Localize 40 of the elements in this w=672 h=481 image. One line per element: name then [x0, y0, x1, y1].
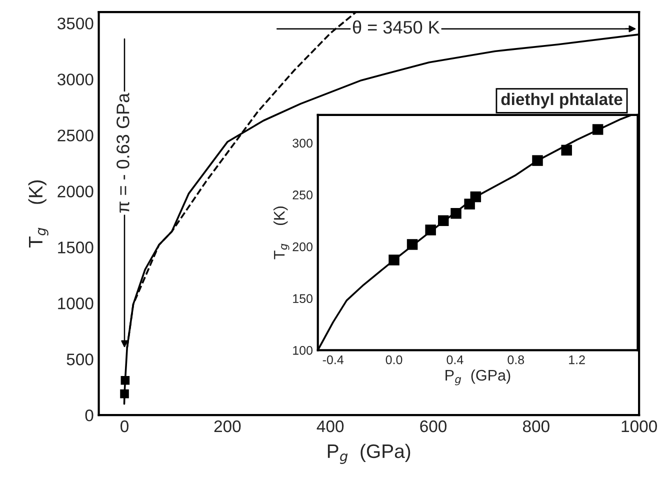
point — [438, 215, 449, 226]
point — [425, 224, 436, 236]
y-tick-label: 500 — [66, 354, 94, 366]
y-tick-label: 2500 — [58, 130, 94, 142]
x-tick-label: 200 — [214, 420, 241, 432]
point — [450, 208, 462, 219]
x-tick-label: 0.4 — [446, 355, 464, 364]
x-tick-label: 400 — [316, 420, 344, 432]
y-tick-label: 1000 — [58, 298, 94, 310]
annotation: π = - 0.63 GPa — [116, 92, 130, 213]
y-tick-label: 200 — [292, 242, 313, 252]
point — [406, 239, 418, 250]
y-tick-label: 2000 — [58, 186, 94, 198]
x-axis-title: P$_{g}$ (GPa) — [446, 369, 510, 386]
x-tick-label: 0 — [120, 420, 128, 432]
annotation: diethyl phtalate — [501, 92, 622, 108]
text: T$_{g}$ (K) — [273, 206, 290, 260]
x-tick-label: 800 — [522, 420, 550, 432]
point — [561, 144, 572, 156]
x-axis-title: P$_{g}$ (GPa) — [328, 444, 410, 464]
point — [532, 155, 543, 166]
y-tick-label: 3000 — [57, 74, 94, 86]
x-tick-label: 1.2 — [569, 355, 585, 364]
x-tick-label: 600 — [420, 420, 446, 432]
x-tick-label: 0.0 — [386, 355, 402, 364]
y-tick-label: 100 — [293, 346, 313, 355]
y-tick-label: 1500 — [58, 242, 94, 254]
ref-line-label: θ = 3450 K — [352, 20, 440, 34]
x-tick-label: -0.4 — [322, 355, 344, 364]
x-tick-label: 1000 — [622, 420, 657, 432]
point — [388, 254, 400, 266]
y-tick-label: 150 — [293, 294, 313, 304]
y-tick-label: 3500 — [57, 18, 94, 30]
y-tick-label: 0 — [85, 410, 94, 422]
y-tick-label: 300 — [292, 138, 313, 148]
y-tick-label: 250 — [292, 190, 313, 200]
point — [592, 124, 604, 135]
x-tick-label: 0.8 — [508, 355, 524, 364]
text: T$_{g}$ (K) — [28, 180, 48, 248]
point — [470, 191, 482, 202]
